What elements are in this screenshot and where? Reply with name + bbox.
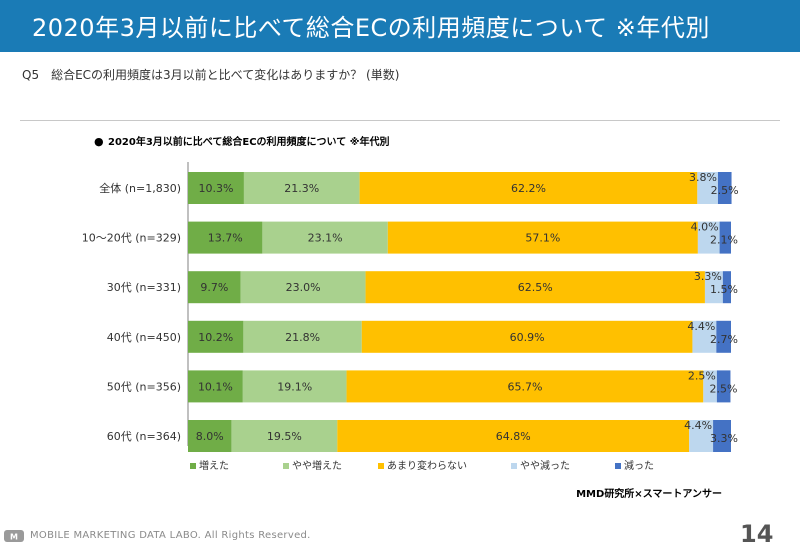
data-label: 65.7%: [507, 380, 542, 393]
legend-swatch: [283, 463, 289, 469]
bar-segment: [243, 320, 362, 353]
category-label: 10～20代 (n=329): [82, 232, 181, 245]
bar-segment: [365, 271, 705, 304]
data-label: 21.3%: [284, 182, 319, 195]
bar-segment: [240, 271, 366, 304]
data-label: 2.5%: [688, 369, 716, 382]
title-bar: 2020年3月以前に比べて総合ECの利用頻度について ※年代別: [0, 0, 800, 52]
data-label: 57.1%: [525, 232, 560, 245]
bar-segment: [188, 221, 263, 254]
chart-title-bullet: ●: [94, 135, 104, 148]
bar-segment: [719, 221, 731, 254]
bar-segment: [716, 370, 731, 403]
bar-segment: [188, 420, 232, 452]
category-label: 30代 (n=331): [107, 281, 181, 294]
chart-title: 2020年3月以前に比べて総合ECの利用頻度について ※年代別: [108, 135, 389, 148]
legend-label: 増えた: [199, 459, 229, 472]
data-label: 62.5%: [518, 281, 553, 294]
legend-label: やや増えた: [292, 459, 342, 472]
bar-segment: [697, 221, 720, 254]
footer-copyright: MOBILE MARKETING DATA LABO. All Rights R…: [30, 530, 311, 541]
page-number: 14: [740, 520, 774, 548]
data-label: 23.0%: [286, 281, 321, 294]
bar-segment: [703, 370, 717, 403]
question-text: Q5 総合ECの利用頻度は3月以前と比べて変化はありますか？ (単数): [22, 68, 400, 82]
bar-segment: [188, 172, 244, 204]
bar-segment: [188, 271, 241, 304]
bar-segment: [387, 221, 698, 254]
legend-label: あまり変わらない: [387, 459, 467, 472]
bar-segment: [692, 320, 717, 353]
bar-segment: [361, 320, 693, 353]
bar-segment: [188, 370, 243, 403]
bar-segment: [262, 221, 388, 254]
data-label: 64.8%: [496, 430, 531, 443]
legend-swatch: [190, 463, 196, 469]
data-label: 21.8%: [285, 331, 320, 344]
bar-segment: [231, 420, 338, 452]
data-label: 4.4%: [687, 320, 715, 333]
bar-segment: [722, 271, 731, 304]
data-label: 13.7%: [208, 232, 243, 245]
data-label: 3.8%: [689, 171, 717, 184]
bar-segment: [697, 172, 718, 204]
bar-segment: [689, 420, 714, 452]
category-label: 60代 (n=364): [107, 430, 181, 443]
bar-segment: [717, 172, 732, 204]
data-label: 10.2%: [198, 331, 233, 344]
bar-segment: [713, 420, 731, 452]
bar-segment: [337, 420, 690, 452]
category-label: 全体 (n=1,830): [99, 181, 181, 195]
legend-swatch: [378, 463, 384, 469]
category-label: 50代 (n=356): [107, 380, 181, 393]
legend-label: やや減った: [520, 459, 570, 472]
data-label: 9.7%: [200, 281, 228, 294]
data-label: 4.4%: [684, 419, 712, 432]
bar-segment: [242, 370, 347, 403]
category-label: 40代 (n=450): [107, 331, 181, 344]
data-label: 3.3%: [710, 432, 738, 445]
legend-swatch: [511, 463, 517, 469]
bar-segment: [716, 320, 731, 353]
data-label: 2.5%: [711, 184, 739, 197]
data-label: 62.2%: [511, 182, 546, 195]
data-label: 8.0%: [196, 430, 224, 443]
divider: [20, 120, 780, 121]
source-label: MMD研究所×スマートアンサー: [576, 487, 722, 500]
data-label: 23.1%: [308, 232, 343, 245]
data-label: 19.1%: [277, 380, 312, 393]
page-title: 2020年3月以前に比べて総合ECの利用頻度について ※年代別: [32, 14, 710, 42]
svg-text:M: M: [10, 533, 18, 542]
bar-segment: [359, 172, 698, 204]
data-label: 10.3%: [198, 182, 233, 195]
bar-segment: [188, 320, 244, 353]
mmd-logo-icon: M: [4, 530, 24, 542]
data-label: 2.5%: [710, 382, 738, 395]
data-label: 4.0%: [691, 221, 719, 234]
data-label: 2.1%: [710, 234, 738, 247]
bar-segment: [704, 271, 723, 304]
data-label: 10.1%: [198, 380, 233, 393]
data-label: 60.9%: [510, 331, 545, 344]
data-label: 3.3%: [694, 270, 722, 283]
data-label: 2.7%: [710, 333, 738, 346]
data-label: 1.5%: [710, 283, 738, 296]
legend-label: 減った: [624, 459, 654, 472]
bar-segment: [346, 370, 704, 403]
data-label: 19.5%: [267, 430, 302, 443]
bar-segment: [243, 172, 360, 204]
legend-swatch: [615, 463, 621, 469]
